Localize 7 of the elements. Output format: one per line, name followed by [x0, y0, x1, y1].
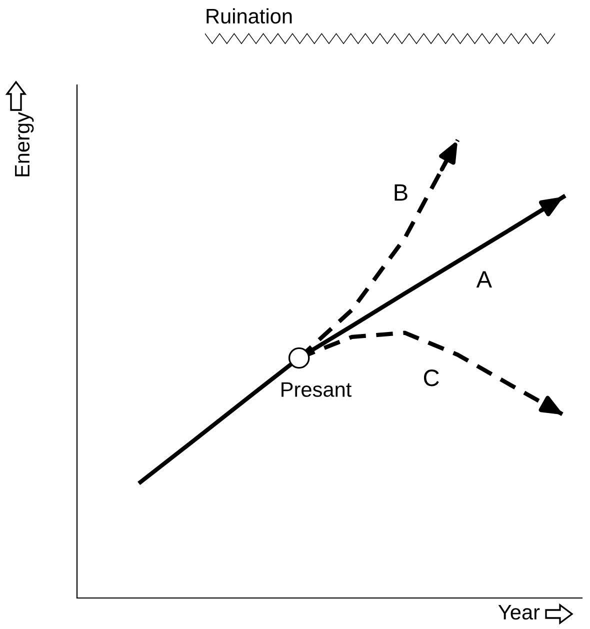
y-axis-title: Energy: [15, 112, 34, 176]
series-label: B: [394, 184, 408, 201]
series-label: A: [476, 271, 492, 288]
annotation: Presant: [282, 382, 352, 397]
series-label: C: [424, 370, 439, 386]
chart-title: Ruination: [206, 8, 292, 24]
x-axis-title: Year: [498, 605, 540, 620]
